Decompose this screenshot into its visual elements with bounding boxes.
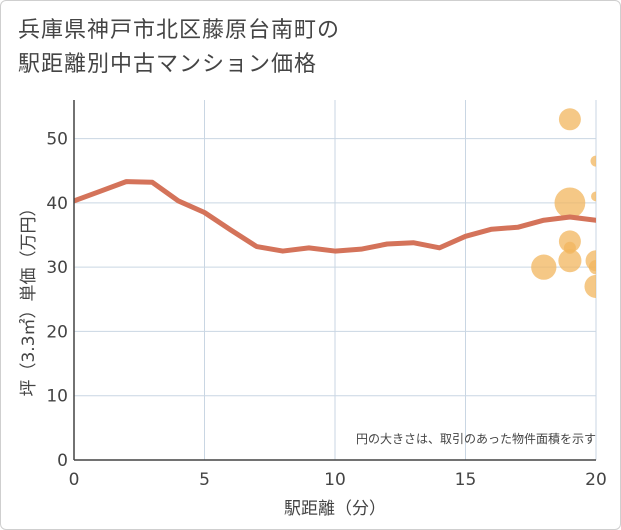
transaction-bubble (588, 259, 596, 275)
bubble-size-note: 円の大きさは、取引のあった物件面積を示す (356, 431, 596, 446)
x-tick-label: 20 (585, 470, 607, 490)
transaction-bubble (531, 254, 557, 280)
transaction-bubble (554, 187, 586, 219)
y-tick-label: 30 (46, 258, 68, 278)
y-tick-label: 0 (57, 451, 68, 471)
x-tick-label: 10 (324, 470, 346, 490)
x-tick-label: 5 (199, 470, 210, 490)
x-axis-label: 駅距離（分） (284, 499, 386, 519)
chart-title: 兵庫県神戸市北区藤原台南町の 駅距離別中古マンション価格 (18, 14, 578, 82)
transaction-bubble (591, 191, 596, 202)
bubble-layer (531, 108, 596, 298)
y-tick-label: 40 (46, 194, 68, 214)
transaction-bubble (558, 249, 582, 273)
chart-title-line-1: 兵庫県神戸市北区藤原台南町の (18, 18, 341, 43)
x-tick-label: 15 (455, 470, 477, 490)
transaction-bubble (558, 108, 581, 131)
average-price-line (74, 179, 596, 254)
transaction-bubble (590, 155, 596, 167)
y-tick-label: 10 (46, 387, 68, 407)
y-axis-label: 坪（3.3㎡）単価（万円） (19, 199, 39, 396)
transaction-bubble (584, 274, 596, 298)
x-tick-label: 0 (69, 470, 80, 490)
tick-labels: 0 10 20 30 40 50 0 5 10 15 20 (46, 130, 606, 490)
y-tick-label: 20 (46, 322, 68, 342)
axes (73, 100, 596, 461)
y-tick-label: 50 (46, 130, 68, 150)
line-layer (74, 179, 596, 254)
grid-lines (74, 100, 597, 460)
chart-title-line-2: 駅距離別中古マンション価格 (18, 52, 318, 77)
